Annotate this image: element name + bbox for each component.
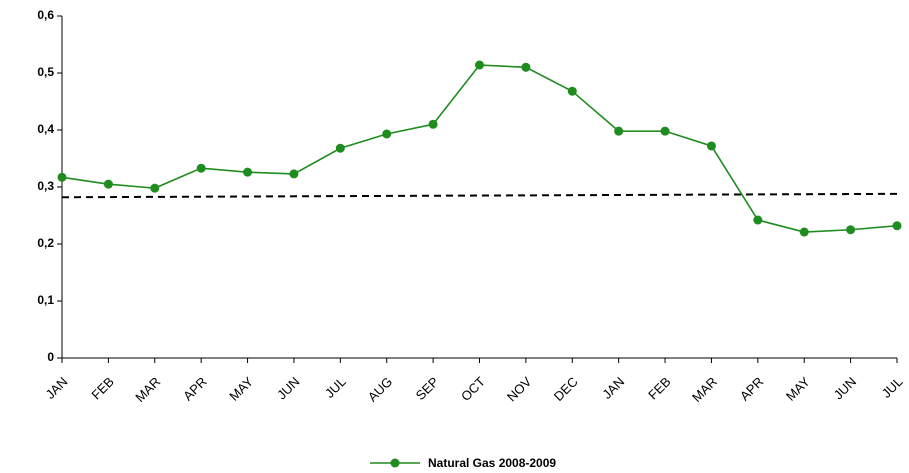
series-line [61,64,898,233]
legend-label: Natural Gas 2008-2009 [428,456,556,470]
x-tick-label: MAR [132,374,163,405]
x-tick-label: JUN [831,374,859,402]
data-point [335,143,345,153]
x-tick-label: AUG [365,374,396,405]
y-tick-label: 0 [47,350,54,364]
data-point [753,215,763,225]
data-point [706,141,716,151]
x-tick-label: DEC [551,374,581,404]
legend-marker [390,458,400,468]
data-point [799,227,809,237]
data-point [475,60,484,70]
data-point [289,169,299,179]
data-point [846,225,856,235]
y-tick-label: 0,3 [37,179,54,193]
y-tick-label: 0,6 [37,8,54,22]
data-point [150,183,160,193]
y-tick-label: 0,2 [37,236,54,250]
y-tick-label: 0,1 [37,293,54,307]
x-tick-label: JUL [322,374,349,401]
data-point [103,179,113,189]
data-point [521,62,531,72]
x-tick-label: JUL [879,374,906,401]
x-tick-label: FEB [88,374,116,402]
x-tick-label: JAN [599,374,627,402]
x-tick-label: MAY [226,374,256,404]
reference-line [61,192,898,199]
x-tick-label: APR [180,374,210,404]
data-point [243,167,253,177]
x-tick-label: NOV [504,374,535,405]
data-point [382,129,392,139]
data-point [660,126,670,136]
data-point [892,221,902,231]
y-tick-label: 0,5 [37,65,54,79]
x-tick-label: APR [737,374,767,404]
data-point [196,163,206,173]
y-tick-label: 0,4 [37,122,54,136]
x-tick-label: SEP [413,374,442,403]
x-tick-label: JAN [43,374,71,402]
x-tick-label: JUN [274,374,302,402]
x-tick-label: FEB [645,374,673,402]
data-point [57,172,67,182]
x-tick-label: MAR [689,374,720,405]
data-point [428,119,438,129]
data-point [567,86,577,96]
data-point [614,126,624,136]
x-tick-label: OCT [458,374,488,404]
x-tick-label: MAY [783,374,813,404]
